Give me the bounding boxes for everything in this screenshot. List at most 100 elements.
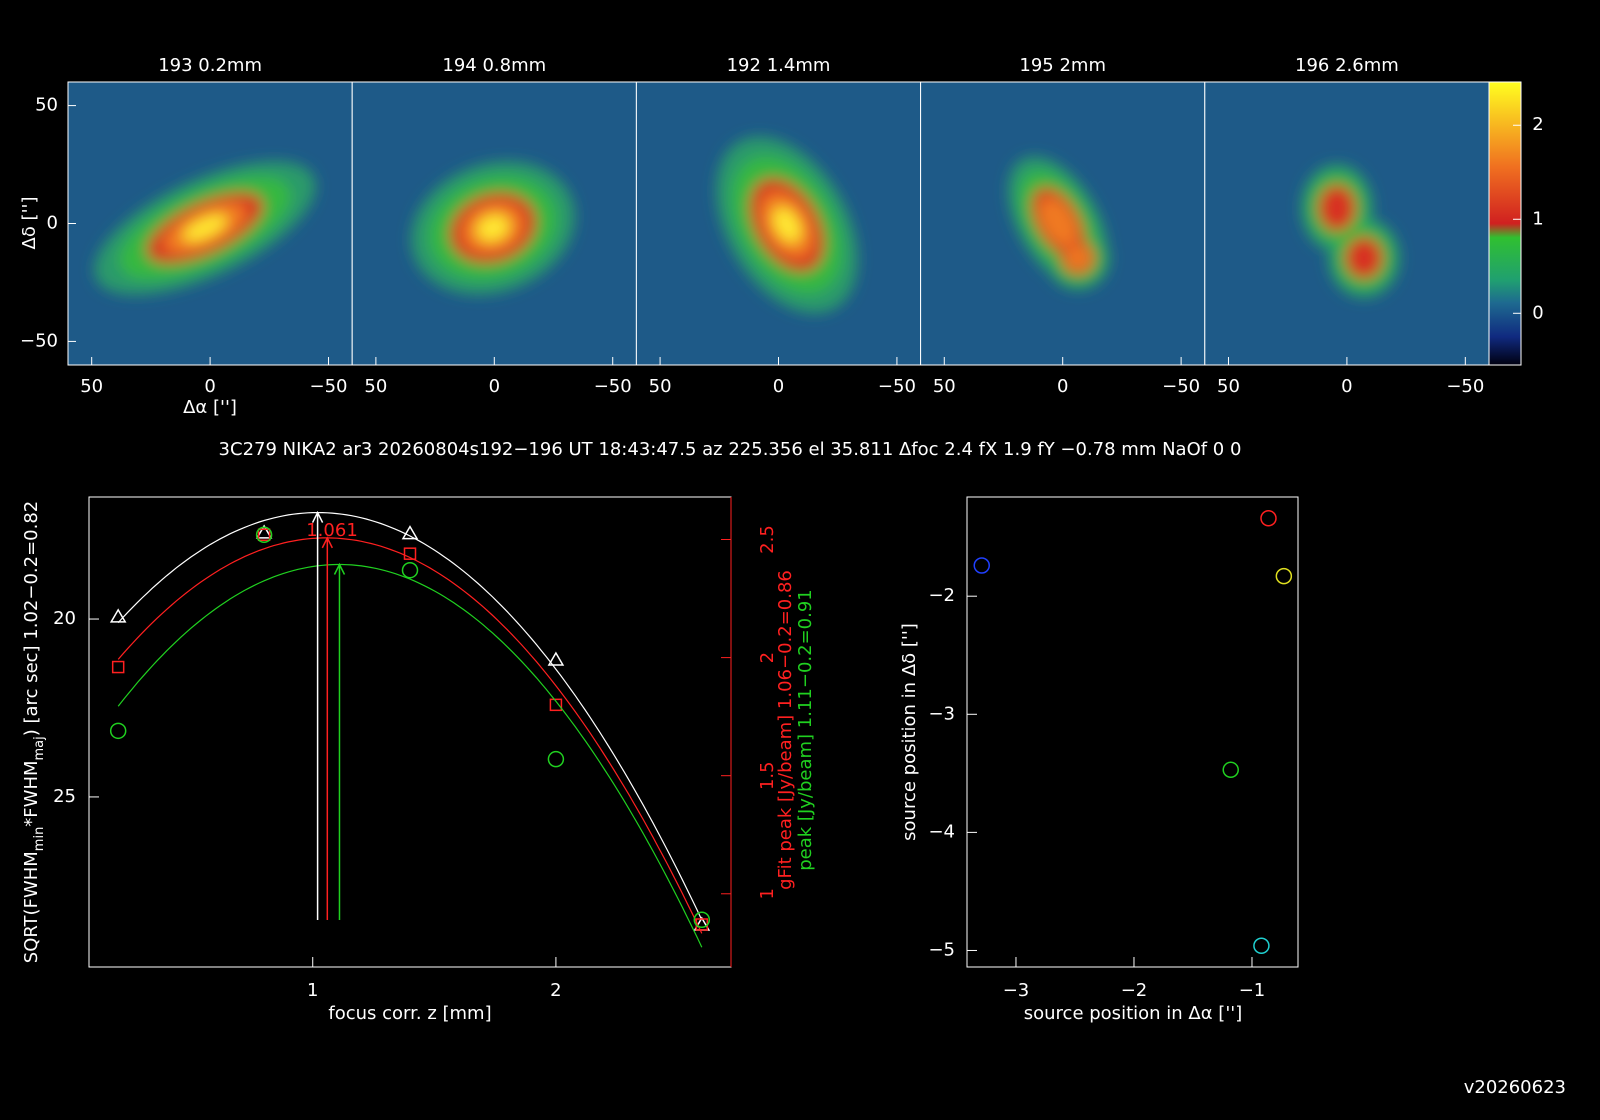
y-axis-label-part: maj [32, 736, 47, 760]
colorbar-tick-label: 0 [1532, 302, 1543, 323]
marker [1275, 567, 1293, 585]
y2-axis-label: gFit peak [Jy/beam] 1.06−0.2=0.86 [775, 570, 796, 890]
marker [1260, 510, 1277, 527]
marker [255, 524, 273, 539]
focus-arrow [333, 562, 346, 920]
map-panel [1204, 81, 1490, 366]
colorbar-tick-label: 1 [1532, 208, 1543, 229]
info-line: 3C279 NIKA2 ar3 20260804s192−196 UT 18:4… [219, 439, 1242, 460]
marker [693, 911, 711, 929]
x-tick-label: −3 [1003, 980, 1030, 1001]
x-tick-label: 0 [1341, 376, 1352, 397]
y2-tick-label: 1.5 [757, 761, 778, 790]
y2-tick-label: 2 [757, 652, 778, 663]
marker [403, 547, 417, 560]
x-axis-label: focus corr. z [mm] [328, 1003, 491, 1024]
x-tick-label: −50 [310, 376, 348, 397]
map-title: 192 1.4mm [727, 55, 831, 76]
x-axis-label: source position in Δα [''] [1024, 1003, 1243, 1024]
map-emission [476, 214, 510, 242]
colorbar [1488, 81, 1522, 366]
x-tick-label: 50 [1217, 376, 1240, 397]
y-tick-label: −5 [928, 939, 955, 960]
version: v20260623 [1464, 1077, 1566, 1098]
x-tick-label: 0 [1057, 376, 1068, 397]
y-tick-label: −2 [928, 585, 955, 606]
map-title: 196 2.6mm [1295, 55, 1399, 76]
y-axis-label: SQRT(FWHMmin*FWHMmaj) [arc sec] 1.02−0.2… [21, 501, 47, 963]
map-emission [1345, 237, 1383, 279]
x-axis-label: Δα [''] [183, 397, 237, 418]
marker [401, 525, 419, 540]
marker [109, 608, 127, 623]
x-tick-label: 50 [933, 376, 956, 397]
x-tick-label: −2 [1121, 980, 1148, 1001]
marker [1222, 761, 1239, 779]
marker [401, 561, 419, 579]
colorbar-tick-label: 2 [1532, 114, 1543, 135]
map-blob [94, 161, 316, 295]
x-tick-label: −1 [1239, 980, 1266, 1001]
plot-frame [966, 496, 1299, 968]
marker [973, 557, 991, 574]
map-panel [351, 81, 637, 366]
map-title: 195 2mm [1019, 55, 1106, 76]
map-blob [1301, 164, 1400, 298]
map-title: 194 0.8mm [442, 55, 546, 76]
x-tick-label: −50 [1162, 376, 1200, 397]
y-axis-label-part: *FWHM [21, 760, 42, 826]
y-tick-label: 50 [35, 95, 58, 116]
marker [255, 526, 273, 544]
y2-tick-label: 2.5 [757, 525, 778, 554]
marker [257, 528, 271, 542]
marker [109, 722, 127, 740]
map-blob [716, 136, 858, 314]
x-tick-label: 0 [489, 376, 500, 397]
map-panel [67, 81, 353, 366]
y-tick-label: 0 [47, 213, 58, 234]
fit-curve [117, 512, 703, 921]
map-emission [772, 207, 802, 243]
annotation: 1.061 [306, 520, 358, 541]
x-tick-label: 50 [364, 376, 387, 397]
y-axis-label-part: ) [arc sec] 1.02−0.2=0.82 [21, 501, 42, 736]
x-tick-label: 1 [307, 980, 318, 1001]
y-tick-label: −50 [20, 330, 58, 351]
x-tick-label: −50 [594, 376, 632, 397]
marker [549, 698, 563, 712]
map-emission [1066, 246, 1090, 270]
x-tick-label: 2 [550, 980, 561, 1001]
focus-arrow [321, 536, 333, 920]
map-blob [411, 161, 575, 295]
marker [111, 660, 125, 674]
focus-arrow [311, 510, 324, 920]
y-axis-label-part: min [32, 827, 47, 852]
x-tick-label: 50 [649, 376, 672, 397]
y-tick-label: −3 [928, 703, 955, 724]
y-tick-label: 20 [53, 608, 76, 629]
map-emission [1039, 197, 1077, 247]
x-tick-label: 0 [773, 376, 784, 397]
y2-tick-label: 1 [757, 888, 778, 899]
x-tick-label: −50 [1446, 376, 1484, 397]
y-axis-label-part: SQRT(FWHM [21, 851, 42, 963]
x-tick-label: 0 [204, 376, 215, 397]
map-title: 193 0.2mm [158, 55, 262, 76]
y-tick-label: 25 [53, 786, 76, 807]
y-axis-label: Δδ [''] [19, 197, 40, 250]
map-panel [635, 81, 922, 366]
marker [547, 651, 565, 666]
y-tick-label: −4 [928, 821, 955, 842]
x-tick-label: −50 [878, 376, 916, 397]
map-blob [1008, 156, 1110, 290]
map-panel [920, 81, 1206, 366]
y-axis-label: source position in Δδ [''] [899, 623, 920, 841]
map-emission [1318, 184, 1356, 232]
plot-frame [88, 496, 732, 968]
map-emission [182, 214, 228, 242]
fit-curve [117, 563, 703, 948]
marker [1253, 937, 1270, 954]
marker [547, 750, 565, 768]
